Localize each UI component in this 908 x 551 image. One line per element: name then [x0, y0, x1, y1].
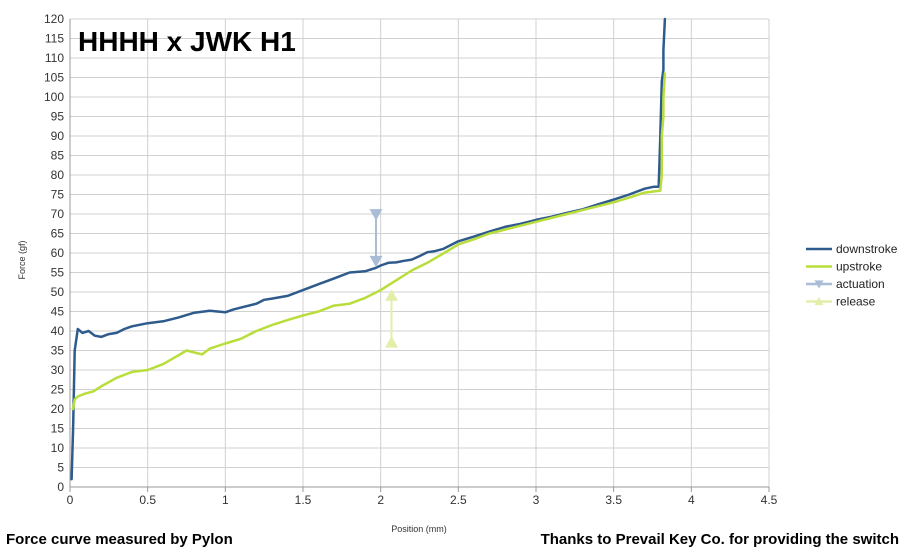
- y-tick-label: 40: [51, 324, 65, 338]
- chart-axes: 0510152025303540455055606570758085909510…: [44, 12, 778, 507]
- x-tick-label: 3: [533, 493, 540, 507]
- x-tick-label: 1.5: [295, 493, 312, 507]
- footer-measurement-credit: Force curve measured by Pylon: [6, 531, 233, 548]
- y-tick-label: 105: [44, 71, 64, 85]
- marker-release: [385, 289, 399, 301]
- chart-markers: [369, 209, 399, 348]
- y-tick-label: 45: [51, 305, 65, 319]
- y-tick-label: 85: [51, 149, 65, 163]
- x-tick-label: 3.5: [605, 493, 622, 507]
- x-tick-label: 1: [222, 493, 229, 507]
- footer-switch-credit: Thanks to Prevail Key Co. for providing …: [540, 531, 899, 548]
- x-tick-label: 4.5: [761, 493, 778, 507]
- marker-actuation: [369, 209, 383, 221]
- chart-title: HHHH x JWK H1: [78, 26, 296, 57]
- y-tick-label: 70: [51, 207, 65, 221]
- y-tick-label: 95: [51, 110, 65, 124]
- y-tick-label: 55: [51, 266, 65, 280]
- series-line-upstroke: [71, 72, 667, 411]
- legend-label-actuation: actuation: [836, 277, 885, 291]
- y-tick-label: 10: [51, 441, 65, 455]
- legend-marker-actuation: [814, 280, 824, 289]
- y-tick-label: 60: [51, 246, 65, 260]
- y-tick-label: 110: [45, 51, 64, 65]
- y-tick-label: 15: [51, 422, 65, 436]
- y-tick-label: 80: [51, 168, 65, 182]
- legend-label-release: release: [836, 295, 876, 309]
- y-tick-label: 30: [51, 363, 65, 377]
- series-line-downstroke: [70, 17, 667, 481]
- x-tick-label: 4: [688, 493, 695, 507]
- chart-grid: [69, 18, 770, 488]
- y-axis-title: Force (gf): [17, 240, 27, 279]
- x-tick-label: 2: [377, 493, 384, 507]
- chart-legend: downstroke upstroke actuation release: [806, 242, 898, 309]
- legend-label-downstroke: downstroke: [836, 242, 898, 256]
- y-tick-label: 35: [51, 344, 65, 358]
- y-tick-label: 50: [51, 285, 65, 299]
- y-tick-label: 20: [51, 402, 65, 416]
- y-tick-label: 0: [57, 480, 64, 494]
- y-tick-label: 120: [44, 12, 64, 26]
- chart-series: [70, 17, 667, 481]
- y-tick-label: 90: [51, 129, 65, 143]
- legend-label-upstroke: upstroke: [836, 260, 882, 274]
- y-tick-label: 75: [51, 188, 65, 202]
- x-tick-label: 0: [67, 493, 74, 507]
- y-tick-label: 100: [44, 90, 64, 104]
- y-tick-label: 5: [57, 461, 64, 475]
- marker-actuation: [369, 255, 383, 268]
- marker-release: [385, 336, 399, 348]
- x-axis-title: Position (mm): [391, 524, 447, 534]
- y-tick-label: 65: [51, 227, 65, 241]
- x-tick-label: 0.5: [139, 493, 156, 507]
- y-tick-label: 25: [51, 383, 65, 397]
- legend-marker-release: [814, 297, 824, 306]
- x-tick-label: 2.5: [450, 493, 467, 507]
- y-tick-label: 115: [45, 32, 64, 46]
